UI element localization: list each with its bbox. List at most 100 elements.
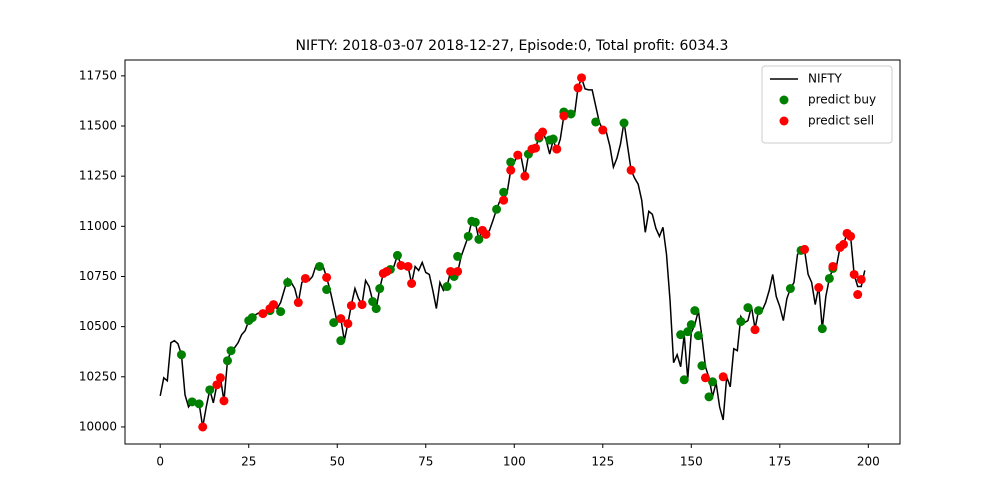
signal-point bbox=[700, 373, 710, 383]
signal-point bbox=[499, 187, 509, 197]
signal-point bbox=[683, 327, 693, 337]
signal-point bbox=[750, 325, 760, 335]
signal-point bbox=[513, 150, 523, 160]
x-tick-label: 50 bbox=[330, 455, 345, 469]
signal-point bbox=[219, 396, 229, 406]
signal-point bbox=[453, 251, 463, 261]
signal-point bbox=[506, 157, 516, 167]
signal-point bbox=[824, 273, 834, 283]
signal-point bbox=[346, 301, 356, 311]
signal-point bbox=[785, 284, 795, 294]
signal-point bbox=[329, 318, 339, 328]
signal-point bbox=[215, 373, 225, 383]
signal-point bbox=[357, 300, 367, 310]
signal-point bbox=[283, 277, 293, 287]
signal-point bbox=[375, 284, 385, 294]
signal-point bbox=[453, 266, 463, 276]
x-tick-label: 175 bbox=[768, 455, 791, 469]
signal-point bbox=[322, 272, 332, 282]
signal-point bbox=[212, 380, 222, 390]
signal-point bbox=[828, 261, 838, 271]
legend-marker bbox=[779, 116, 789, 126]
signal-point bbox=[396, 260, 406, 270]
signal-point bbox=[293, 298, 303, 308]
y-tick-label: 10000 bbox=[79, 419, 117, 433]
signal-point bbox=[322, 285, 332, 295]
signal-point bbox=[463, 231, 473, 241]
signal-point bbox=[697, 361, 707, 371]
signal-point bbox=[382, 266, 392, 276]
signal-point bbox=[194, 399, 204, 409]
signal-point bbox=[315, 261, 325, 271]
signal-point bbox=[814, 283, 824, 293]
signal-point bbox=[566, 109, 576, 119]
signal-point bbox=[619, 118, 629, 128]
signal-point bbox=[531, 143, 541, 153]
signal-point bbox=[446, 266, 456, 276]
signal-point bbox=[269, 300, 279, 310]
signal-point bbox=[552, 144, 562, 154]
signal-point bbox=[506, 165, 516, 175]
signal-point bbox=[856, 274, 866, 284]
x-tick-label: 100 bbox=[503, 455, 526, 469]
signal-point bbox=[343, 319, 353, 329]
signal-point bbox=[198, 422, 208, 432]
signal-point bbox=[222, 356, 232, 366]
signal-point bbox=[800, 244, 810, 254]
signal-point bbox=[598, 125, 608, 135]
signal-point bbox=[392, 250, 402, 260]
y-tick-label: 10750 bbox=[79, 269, 117, 283]
x-tick-label: 200 bbox=[857, 455, 880, 469]
signal-point bbox=[846, 231, 856, 241]
signal-point bbox=[538, 127, 548, 137]
signal-point bbox=[573, 83, 583, 93]
signal-point bbox=[336, 336, 346, 346]
signal-point bbox=[258, 309, 268, 319]
signal-point bbox=[839, 239, 849, 249]
legend-label: NIFTY bbox=[808, 72, 843, 86]
signal-point bbox=[481, 229, 491, 239]
signal-point bbox=[704, 392, 714, 402]
x-tick-label: 150 bbox=[680, 455, 703, 469]
signal-point bbox=[499, 195, 509, 205]
signal-point bbox=[849, 269, 859, 279]
legend-label: predict sell bbox=[808, 114, 874, 128]
signal-point bbox=[577, 73, 587, 83]
signal-point bbox=[708, 377, 718, 387]
signal-point bbox=[853, 290, 863, 300]
y-tick-label: 11750 bbox=[79, 68, 117, 82]
signal-point bbox=[176, 350, 186, 360]
signal-point bbox=[548, 134, 558, 144]
signal-point bbox=[736, 317, 746, 327]
signal-point bbox=[300, 273, 310, 283]
signal-point bbox=[520, 171, 530, 181]
signal-point bbox=[626, 165, 636, 175]
x-tick-label: 75 bbox=[418, 455, 433, 469]
y-tick-label: 10500 bbox=[79, 319, 117, 333]
signal-point bbox=[226, 346, 236, 356]
signal-point bbox=[368, 297, 378, 307]
y-tick-label: 11500 bbox=[79, 119, 117, 133]
signal-point bbox=[743, 303, 753, 313]
signal-point bbox=[679, 375, 689, 385]
signal-point bbox=[276, 307, 286, 317]
signal-point bbox=[187, 397, 197, 407]
signal-point bbox=[754, 306, 764, 316]
y-tick-label: 10250 bbox=[79, 369, 117, 383]
signal-point bbox=[718, 372, 728, 382]
signal-point bbox=[693, 331, 703, 341]
signal-point bbox=[492, 204, 502, 214]
chart-title: NIFTY: 2018-03-07 2018-12-27, Episode:0,… bbox=[296, 38, 729, 54]
legend-label: predict buy bbox=[808, 93, 876, 107]
signal-point bbox=[591, 117, 601, 127]
signal-point bbox=[403, 261, 413, 271]
x-tick-label: 125 bbox=[591, 455, 614, 469]
signal-point bbox=[690, 306, 700, 316]
y-tick-label: 11000 bbox=[79, 219, 117, 233]
signal-point bbox=[336, 314, 346, 324]
signal-point bbox=[442, 282, 452, 292]
signal-point bbox=[407, 278, 417, 288]
legend-marker bbox=[779, 95, 789, 105]
plot-frame bbox=[124, 59, 901, 445]
